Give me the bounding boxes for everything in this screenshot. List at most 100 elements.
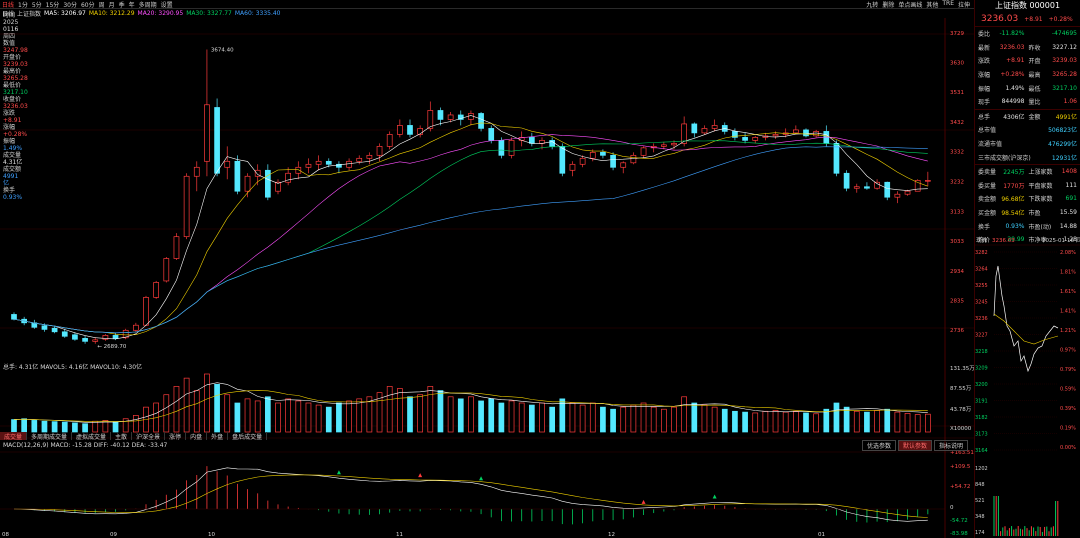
candle (295, 161, 302, 180)
mini-right-label: 1.41% (1060, 309, 1076, 315)
candle (366, 152, 373, 165)
price-axis-label: 3332 (950, 150, 964, 156)
volume-bar (376, 392, 383, 433)
period-tab-4[interactable]: 30分 (63, 1, 77, 9)
candle (31, 319, 38, 329)
info-row-1: 2025 0116 (3, 19, 24, 33)
candle (346, 158, 352, 171)
main-chart[interactable]: 3729 3630 3531 3432 3332 3232 3133 3033 2934 2835… (0, 18, 974, 538)
volume-bar (752, 412, 759, 433)
diff-line (13, 467, 928, 522)
volume-bar (447, 396, 454, 433)
mini-left-label: 3227 (975, 333, 988, 339)
period-tab-7[interactable]: 月 (108, 1, 115, 9)
quote-value2: -474695 (1051, 30, 1077, 38)
quote-key2: 市盈(动) (1028, 223, 1052, 231)
volume-bar (701, 404, 708, 433)
volume-bar (610, 408, 616, 433)
mini-avg-line (993, 313, 1059, 345)
quote-price: 3236.03 (981, 14, 1019, 24)
period-tab-3[interactable]: 15分 (45, 1, 60, 9)
price-axis-label: 3630 (950, 61, 964, 67)
quote-c-row-2: 卖金额 96.68亿 下跌家数 691 (975, 192, 1080, 206)
candle (183, 173, 190, 240)
period-tab-5[interactable]: 60分 (80, 1, 95, 9)
cross-marker (418, 473, 423, 478)
mini-price: 3236.03 (992, 238, 1015, 244)
indicator-tab-3[interactable]: 主散 (111, 432, 133, 441)
info-value: 3247.98 (3, 47, 28, 54)
info-label: 成交额 (3, 166, 22, 173)
indicator-tab-5[interactable]: 涨停 (165, 432, 187, 441)
macd-header: MACD(12,26,9) MACD: -15.28 DIFF: -40.12 … (3, 442, 168, 449)
intraday-mini-chart[interactable]: 现价 3236.03 2025-01-16 四 3282 3264 3255 3245 323… (974, 236, 1080, 538)
quote-key: 三市成交额(沪深京) (978, 154, 1031, 162)
volume-bar (732, 410, 738, 433)
candle (640, 146, 647, 159)
volume-bar (711, 406, 718, 433)
quote-key: 买金额 (978, 210, 997, 218)
mini-left-label: 3264 (975, 267, 988, 273)
indicator-tab-7[interactable]: 外盘 (207, 432, 229, 441)
toolbar-tool-3[interactable]: 其他 (926, 1, 939, 9)
candle (132, 322, 139, 332)
macd-buttons: 优选参数 默认参数 指标说明 (862, 440, 969, 451)
volume-bar (843, 406, 850, 433)
period-tab-2[interactable]: 5分 (31, 1, 42, 9)
quote-c-row-5: 均价 20.99 市净率 1.28 (975, 233, 1080, 247)
period-tab-1[interactable]: 1分 (18, 1, 28, 9)
quote-value: +0.28% (1000, 71, 1025, 79)
toolbar-tool-0[interactable]: 九转 (866, 1, 879, 9)
macd-button-2[interactable]: 指标说明 (934, 440, 969, 451)
period-tab-6[interactable]: 周 (98, 1, 105, 9)
volume-bar (275, 402, 281, 433)
quote-b-row-0: 总手 4306亿 金额 4991亿 (975, 110, 1080, 124)
candle (72, 332, 78, 341)
volume-bar (427, 386, 434, 433)
indicator-tab-0[interactable]: 成交量 (0, 432, 28, 441)
volume-bar (11, 419, 17, 433)
cross-marker (641, 499, 646, 504)
mini-vol-label: 848 (975, 482, 985, 488)
indicator-tab-2[interactable]: 虚拟成交量 (72, 432, 112, 441)
period-tab-10[interactable]: 多周期 (138, 1, 157, 9)
volume-bar (924, 413, 931, 433)
high-annotation: 3674.40 (211, 47, 234, 53)
volume-bar (346, 400, 352, 433)
info-label: 涨幅 (3, 124, 16, 131)
volume-bar (478, 400, 484, 433)
quote-c-row-3: 买金额 98.54亿 市盈 15.59 (975, 206, 1080, 220)
indicator-tab-1[interactable]: 多周期成交量 (27, 432, 73, 441)
candle (924, 171, 931, 187)
period-tab-8[interactable]: 季 (118, 1, 125, 9)
candle (752, 135, 759, 144)
volume-bar (417, 394, 424, 433)
quote-key2: 下跌家数 (1028, 196, 1053, 204)
toolbar-tool-5[interactable]: 拉伸 (957, 1, 970, 9)
volume-bar (132, 415, 139, 433)
volume-bar (244, 398, 251, 433)
macd-axis-label: 0 (950, 505, 954, 511)
period-tab-0[interactable]: 日线 (2, 1, 15, 9)
indicator-tab-8[interactable]: 盘后成交量 (228, 432, 268, 441)
info-row-12: 成交额 4991亿 (3, 166, 24, 187)
ma-item-4: MA20: 3290.95 (137, 9, 184, 17)
quote-value: -11.82% (999, 30, 1025, 38)
volume-axis-label: 43.78万 (950, 406, 972, 413)
volume-bar (305, 402, 312, 433)
price-axis-label: 2835 (950, 298, 964, 304)
period-tab-11[interactable]: 设置 (160, 1, 173, 9)
candle (92, 337, 99, 344)
macd-button-1[interactable]: 默认参数 (898, 440, 933, 451)
quote-key2: 上涨家数 (1028, 169, 1053, 177)
toolbar-tool-4[interactable]: TRE (942, 0, 954, 7)
info-row-7: 收盘价 3236.03 (3, 96, 28, 110)
macd-button-0[interactable]: 优选参数 (862, 440, 897, 451)
x-axis-label: 08 (2, 532, 9, 538)
indicator-tab-6[interactable]: 内盘 (186, 432, 208, 441)
period-tab-9[interactable]: 年 (128, 1, 135, 9)
toolbar-tool-1[interactable]: 删除 (882, 1, 895, 9)
ma-legend: 日线 上证指数 MA5: 3206.97 MA10: 3212.29 MA20: 329… (0, 9, 281, 18)
toolbar-tool-2[interactable]: 单点画线 (898, 1, 923, 9)
indicator-tab-4[interactable]: 沪深全景 (132, 432, 166, 441)
